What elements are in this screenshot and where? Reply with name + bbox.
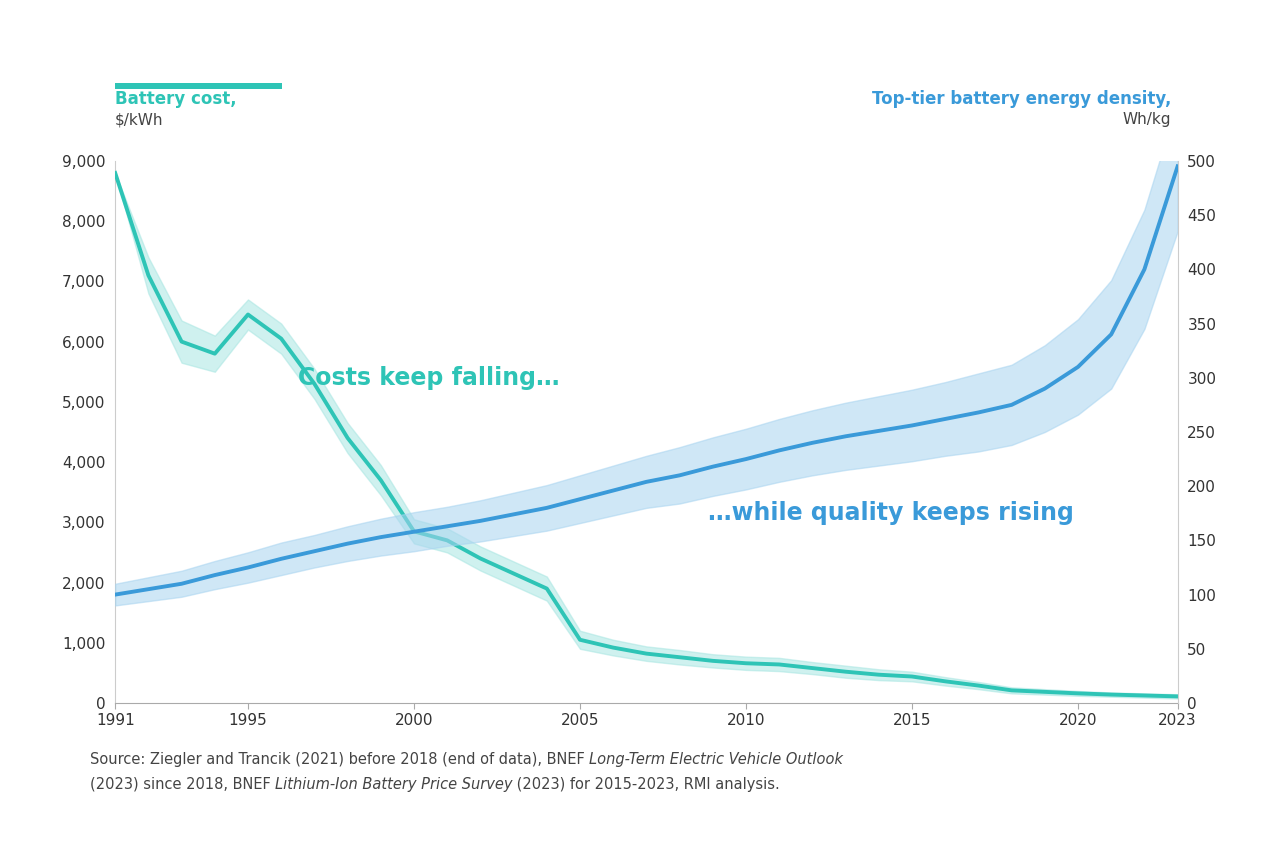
Text: Wh/kg: Wh/kg bbox=[1123, 112, 1171, 127]
Text: (2023) for 2015-2023, RMI analysis.: (2023) for 2015-2023, RMI analysis. bbox=[512, 777, 781, 792]
Text: $/kWh: $/kWh bbox=[115, 112, 164, 127]
Text: Source: Ziegler and Trancik (2021) before 2018 (end of data), BNEF: Source: Ziegler and Trancik (2021) befor… bbox=[90, 752, 589, 767]
Text: Battery cost,: Battery cost, bbox=[115, 91, 237, 108]
Text: Lithium-Ion Battery Price Survey: Lithium-Ion Battery Price Survey bbox=[275, 777, 512, 792]
Text: Long-Term Electric Vehicle Outlook: Long-Term Electric Vehicle Outlook bbox=[589, 752, 844, 767]
Text: …while quality keeps rising: …while quality keeps rising bbox=[708, 501, 1074, 525]
Text: Costs keep falling…: Costs keep falling… bbox=[298, 366, 559, 390]
Text: Top-tier battery energy density,: Top-tier battery energy density, bbox=[872, 91, 1171, 108]
Text: (2023) since 2018, BNEF: (2023) since 2018, BNEF bbox=[90, 777, 275, 792]
